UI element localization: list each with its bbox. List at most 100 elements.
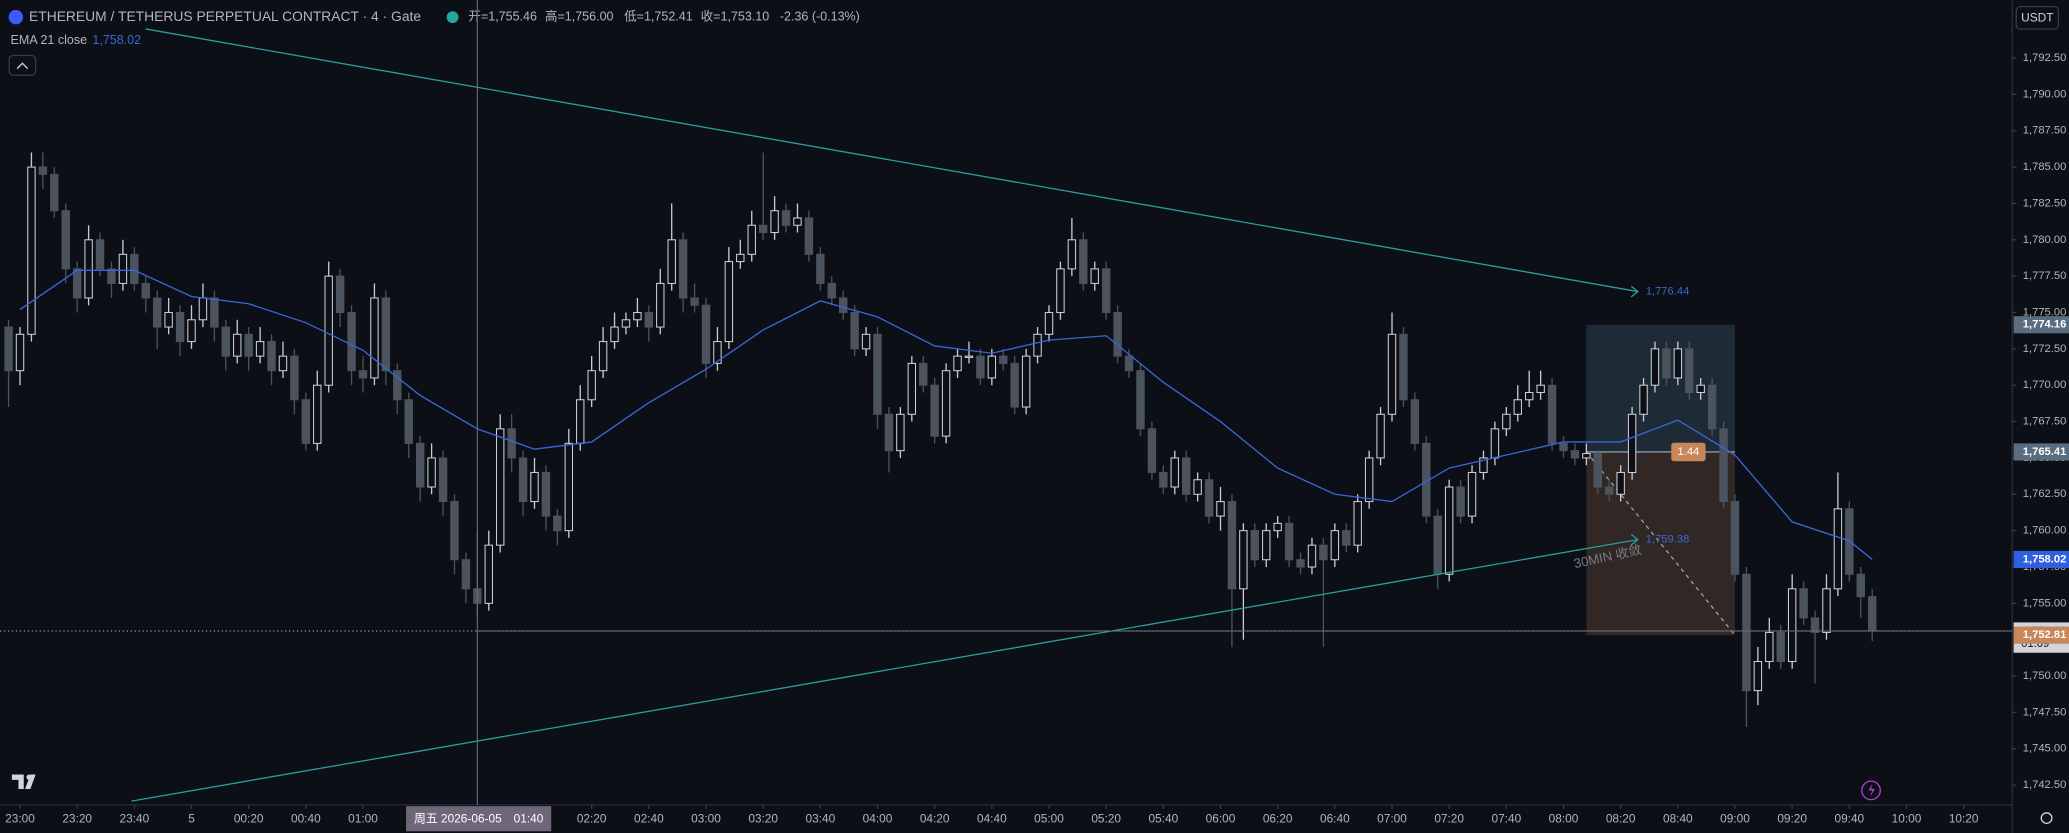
candle-body [1685,348,1694,394]
candle-body [1101,268,1111,314]
candle-body [1605,486,1614,495]
candle-body [884,413,894,452]
candle-body [1067,239,1077,270]
candle-body [1856,573,1865,598]
x-tick-label: 07:00 [1377,812,1407,826]
candle-body [1021,355,1031,408]
currency-button[interactable] [2015,5,2060,30]
candle-body [1456,486,1465,517]
candle-body [530,471,539,503]
position-stop-zone [1586,451,1736,636]
candle-body [1833,508,1843,590]
candle-body [1627,413,1637,473]
collapse-button[interactable] [8,54,37,76]
candle-body [1742,573,1751,692]
candle-body [1330,530,1340,561]
candle-body [724,261,734,343]
x-tick-label: 04:20 [920,812,950,826]
settings-icon[interactable] [2040,812,2053,825]
candle-body [4,326,13,372]
candle-body [1239,530,1248,590]
candle-body [313,384,322,444]
candle-body [1696,384,1705,394]
y-tick-label: 1,780.00 [2023,234,2067,246]
ema-line [19,269,1873,560]
candle-body [438,457,448,503]
trendline [131,539,1638,802]
crosshair-date: 周五 2026-06-05 [414,812,502,826]
candle-body [1090,268,1099,284]
candle-body [450,501,459,561]
currency: USDT [2021,11,2053,25]
candle-body [621,319,631,328]
candle-body [930,384,939,437]
x-tick-label: 03:40 [805,812,835,826]
candle-body [278,355,288,372]
candle-body [130,253,139,284]
ema-legend: EMA 21 close [11,33,88,47]
candle-body [370,297,379,379]
candle-body [335,275,345,314]
crosshair-time-box [406,806,552,832]
candle-body [804,217,814,255]
x-tick-label: 06:40 [1320,812,1350,826]
y-tick-label: 1,785.00 [2023,161,2067,173]
candle-body [221,326,231,357]
candle-body [72,268,82,299]
candle-body [1616,471,1625,495]
candle-body [793,217,802,226]
y-tick-label: 1,792.50 [2023,52,2067,64]
candle-body [553,515,562,532]
x-tick-label: 5 [188,812,195,826]
candle-body [541,471,551,517]
price-label-box [2013,550,2069,569]
x-tick-label: 06:00 [1206,812,1236,826]
trendline [145,28,1638,293]
candle-body [678,239,688,299]
x-tick-label: 04:40 [977,812,1007,826]
trendline-label: 1,759.38 [1646,534,1690,546]
x-tick-label: 23:40 [119,812,149,826]
y-tick-label: 1,760.00 [2023,525,2067,537]
candle-body [507,428,516,459]
candle-body [1662,348,1671,379]
candle-body [1433,515,1442,575]
trendline-arrow [1630,533,1639,546]
symbol: ETHEREUM / TETHERUS PERPETUAL CONTRACT ·… [29,8,421,24]
candle-body [1376,413,1385,459]
candle-body [758,224,768,234]
candle-body [1204,479,1214,517]
candle-body [598,341,608,372]
alert-icon[interactable] [1861,780,1881,801]
crosshair-time: 01:40 [514,812,544,826]
candle-body [118,253,128,284]
candle-body [1364,457,1374,503]
candle-body [61,210,70,270]
candle-body [244,333,253,357]
candle-body [781,210,791,226]
candle-body [1124,355,1134,372]
x-tick-label: 08:00 [1549,812,1579,826]
ema-legend-value: 1,758.02 [92,33,141,47]
candle-body [1342,530,1351,546]
candle-body [816,253,825,284]
position-ratio: 1.44 [1677,446,1699,458]
candle-body [1570,450,1580,459]
candle-body [495,428,505,546]
candle-body [38,166,48,175]
candle-body [873,333,882,415]
x-tick-label: 05:20 [1091,812,1121,826]
y-tick-label: 1,787.50 [2023,125,2067,137]
candle-body [50,173,59,212]
candle-body [1765,631,1774,663]
x-tick-label: 02:20 [577,812,607,826]
candle-body [381,297,391,372]
x-tick-label: 04:00 [863,812,893,826]
price-label: 1,774.16 [2023,319,2067,331]
x-tick-label: 09:40 [1834,812,1864,826]
candle-body [736,253,745,263]
candle-body [1010,362,1019,408]
y-tick-label: 1,767.50 [2023,416,2067,428]
candle-body [1147,428,1157,473]
candle-body [667,239,676,284]
